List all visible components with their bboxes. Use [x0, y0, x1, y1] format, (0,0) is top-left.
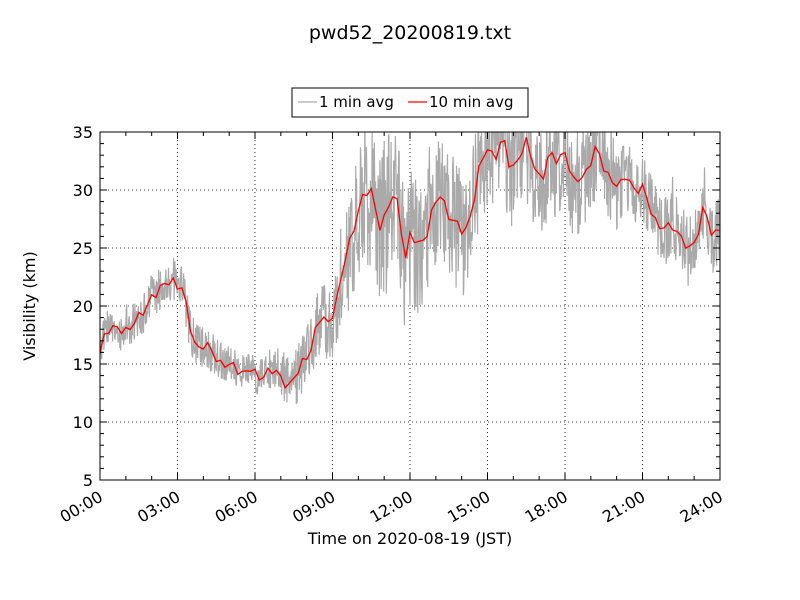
- x-tick-label: 00:00: [57, 487, 106, 527]
- y-tick-label: 15: [73, 355, 93, 374]
- y-tick-label: 10: [73, 413, 93, 432]
- x-tick-label: 18:00: [522, 487, 571, 527]
- x-tick-label: 06:00: [212, 487, 261, 527]
- y-tick-label: 30: [73, 181, 93, 200]
- legend-label-10-min-avg: 10 min avg: [429, 93, 514, 111]
- legend: 1 min avg 10 min avg: [291, 87, 529, 118]
- y-tick-label: 5: [83, 471, 93, 490]
- x-tick-label: 15:00: [444, 487, 493, 527]
- y-tick-labels: 5 10 15 20 25 30 35: [73, 123, 93, 490]
- legend-label-1-min-avg: 1 min avg: [319, 93, 394, 111]
- y-axis-label: Visibility (km): [20, 251, 39, 360]
- x-tick-labels: 00:00 03:00 06:00 09:00 12:00 15:00 18:00 21:00…: [57, 487, 726, 527]
- y-tick-label: 25: [73, 239, 93, 258]
- axis-ticks: [99, 131, 721, 481]
- series-1-min-avg-line: [100, 132, 720, 405]
- x-tick-label: 03:00: [134, 487, 183, 527]
- chart-title: pwd52_20200819.txt: [309, 22, 511, 44]
- x-axis-label: Time on 2020-08-19 (JST): [307, 529, 512, 548]
- y-tick-label: 35: [73, 123, 93, 142]
- x-tick-label: 09:00: [289, 487, 338, 527]
- x-tick-label: 24:00: [677, 487, 726, 527]
- x-tick-label: 12:00: [367, 487, 416, 527]
- y-tick-label: 20: [73, 297, 93, 316]
- series-10-min-avg-line: [100, 137, 720, 390]
- x-tick-label: 21:00: [599, 487, 648, 527]
